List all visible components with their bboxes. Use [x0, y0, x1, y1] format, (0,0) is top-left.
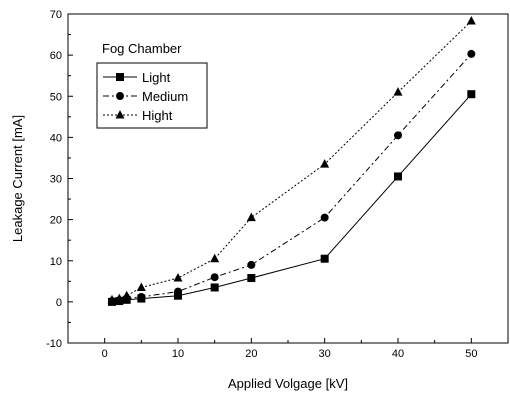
data-point-medium: [320, 213, 329, 222]
data-point-light: [394, 172, 402, 181]
data-point-hight: [136, 282, 146, 291]
legend-marker-light: [116, 73, 124, 81]
data-point-hight: [466, 15, 476, 25]
data-point-medium: [467, 49, 476, 58]
data-point-hight: [107, 294, 117, 304]
x-tick-label: 0: [102, 348, 108, 360]
x-tick-label: 30: [319, 348, 331, 360]
y-tick-label: 40: [50, 132, 62, 144]
data-point-medium: [394, 131, 402, 140]
data-point-medium: [174, 287, 182, 296]
x-tick-label: 50: [465, 348, 477, 360]
plot-area: 0 10 20 30 40 50 -10 0 10 20 30 40 50 60 70: [46, 9, 509, 360]
data-point-light: [467, 90, 476, 99]
y-tick-label: 30: [50, 174, 62, 186]
y-tick-label: -10: [46, 338, 62, 350]
legend-label-medium: Medium: [142, 89, 188, 104]
data-point-hight: [393, 87, 403, 96]
series-hight: [107, 15, 476, 304]
series-line-hight: [111, 20, 472, 301]
legend-label-hight: Hight: [142, 108, 173, 123]
data-point-hight: [320, 159, 330, 168]
x-axis-label: Applied Volgage [kV]: [228, 376, 348, 391]
y-tick-label: 50: [50, 91, 62, 103]
y-tick-label: 20: [50, 215, 62, 227]
data-point-light: [320, 254, 329, 263]
legend-marker-hight: [115, 110, 125, 119]
legend: Light Medium Hight: [96, 62, 208, 129]
x-tick-label: 20: [245, 348, 257, 360]
data-point-hight: [246, 212, 256, 222]
x-tick-label: 40: [392, 348, 404, 360]
y-tick-label: 70: [50, 9, 62, 21]
data-point-hight: [210, 253, 220, 263]
chart-annotation: Fog Chamber: [102, 41, 182, 56]
legend-marker-medium: [116, 92, 124, 100]
data-point-hight: [114, 293, 124, 303]
data-point-light: [174, 291, 182, 300]
y-tick-label: 10: [50, 256, 62, 268]
y-axis-label: Leakage Current [mA]: [10, 115, 25, 242]
legend-box: [96, 62, 208, 129]
data-point-light: [247, 274, 256, 283]
data-point-medium: [210, 273, 219, 282]
data-point-medium: [247, 260, 256, 269]
series-line-medium: [111, 53, 472, 302]
data-point-medium: [137, 292, 146, 301]
data-point-hight: [173, 273, 183, 282]
y-tick-label: 60: [50, 50, 62, 62]
x-tick-label: 10: [172, 348, 184, 360]
data-point-light: [210, 283, 219, 292]
legend-label-light: Light: [142, 70, 171, 85]
data-point-hight: [122, 290, 132, 300]
y-tick-label: 0: [56, 297, 62, 309]
